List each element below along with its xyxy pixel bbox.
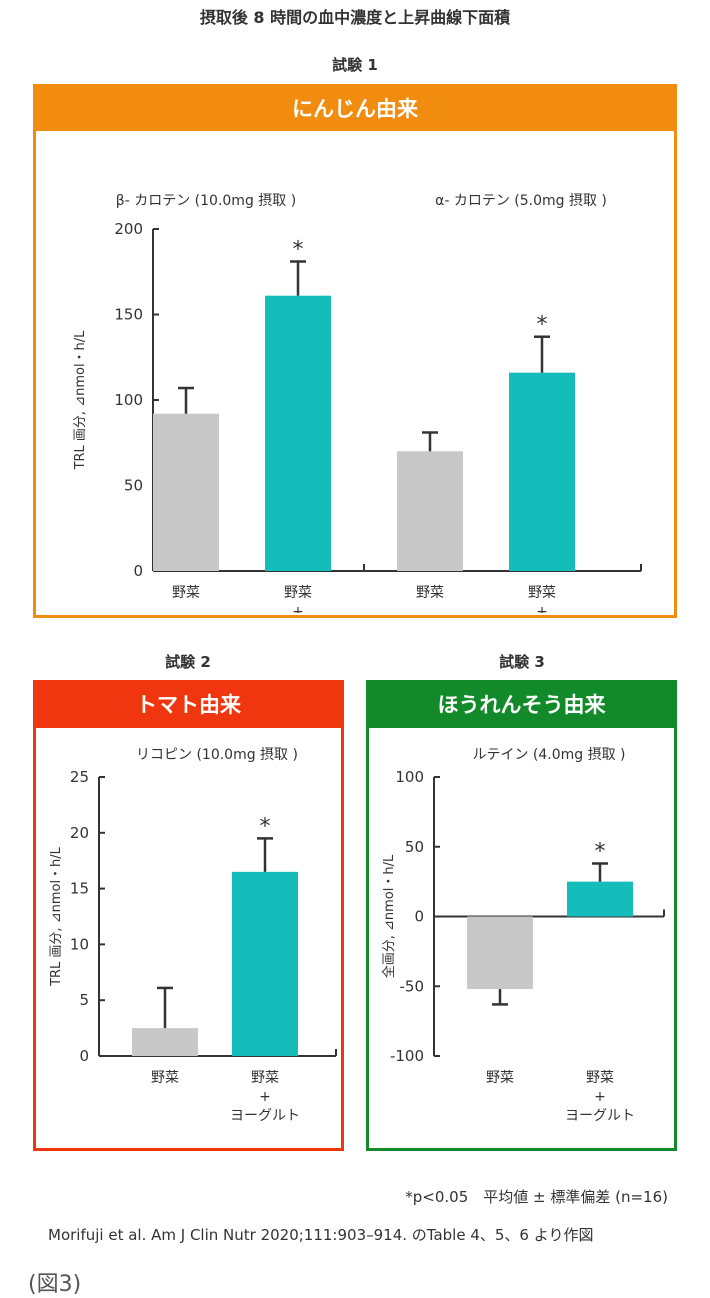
y-tick-label: 0 xyxy=(414,908,424,926)
y-tick-label: 50 xyxy=(124,477,143,495)
group-title: β- カロテン (10.0mg 摂取 ) xyxy=(116,193,296,209)
y-tick-label: 150 xyxy=(114,306,143,324)
y-tick-label: 10 xyxy=(70,935,89,953)
footnote: *p<0.05 平均値 ± 標準偏差 (n=16) xyxy=(405,1188,668,1206)
y-tick-label: 5 xyxy=(79,991,89,1009)
bar xyxy=(509,372,575,571)
y-tick-label: 200 xyxy=(114,220,143,238)
bar xyxy=(467,916,533,990)
spinach-panel-header: ほうれんそう由来 xyxy=(369,683,674,728)
y-tick-label: -50 xyxy=(400,977,425,995)
bar xyxy=(132,1028,198,1056)
y-tick-label: 0 xyxy=(79,1047,89,1065)
group-title: ルテイン (4.0mg 摂取 ) xyxy=(472,747,625,763)
x-category-label: 野菜 xyxy=(284,585,312,601)
x-category-label: 野菜 xyxy=(251,1070,279,1086)
y-tick-label: -100 xyxy=(390,1047,424,1065)
carrot-panel: にんじん由来 β- カロテン (10.0mg 摂取 ) α- カロテン (5.0m… xyxy=(33,84,677,618)
y-tick-label: 50 xyxy=(405,838,424,856)
x-category-label: 野菜 xyxy=(486,1070,514,1086)
y-tick-label: 20 xyxy=(70,824,89,842)
significance-marker: * xyxy=(260,814,271,839)
significance-marker: * xyxy=(537,313,548,338)
y-tick-label: 100 xyxy=(114,391,143,409)
x-category-label: + xyxy=(536,604,548,613)
y-tick-label: 15 xyxy=(70,880,89,898)
y-tick-label: 0 xyxy=(133,562,143,580)
trial-1-label: 試験 1 xyxy=(332,56,378,74)
x-category-label: + xyxy=(292,604,304,613)
x-category-label: 野菜 xyxy=(172,585,200,601)
y-axis-label: TRL 画分, ⊿nmol・h/L xyxy=(49,846,64,987)
x-category-label: 野菜 xyxy=(416,585,444,601)
figure-label: (図3) xyxy=(28,1272,82,1297)
x-category-label: 野菜 xyxy=(151,1070,179,1086)
spinach-chart: ルテイン (4.0mg 摂取 ) -100 -50 0 50 100 全画分, ⊿nmol・… xyxy=(381,747,665,1124)
x-category-label: + xyxy=(594,1089,606,1105)
tomato-panel-header: トマト由来 xyxy=(36,683,341,728)
source-citation: Morifuji et al. Am J Clin Nutr 2020;111:… xyxy=(48,1226,594,1244)
y-tick-label: 25 xyxy=(70,768,89,786)
bar xyxy=(153,413,219,571)
tomato-panel: トマト由来 リコピン (10.0mg 摂取 ) 0 5 10 15 20 25 TRL 画分,… xyxy=(33,680,344,1151)
x-category-label: 野菜 xyxy=(586,1070,614,1086)
carrot-chart: β- カロテン (10.0mg 摂取 ) α- カロテン (5.0mg 摂取 ) 0… xyxy=(73,193,642,613)
bar xyxy=(265,295,331,571)
spinach-panel: ほうれんそう由来 ルテイン (4.0mg 摂取 ) -100 -50 0 50 100 全画… xyxy=(366,680,677,1151)
y-tick-label: 100 xyxy=(395,768,424,786)
x-category-label: ヨーグルト xyxy=(230,1108,300,1124)
bar xyxy=(397,451,463,571)
x-category-label: + xyxy=(259,1089,271,1105)
carrot-panel-header: にんじん由来 xyxy=(36,87,674,131)
x-category-label: 野菜 xyxy=(528,585,556,601)
bar xyxy=(567,881,633,917)
significance-marker: * xyxy=(595,839,606,864)
significance-marker: * xyxy=(293,237,304,262)
group-title: リコピン (10.0mg 摂取 ) xyxy=(136,747,298,763)
x-category-label: ヨーグルト xyxy=(565,1108,635,1124)
page-title: 摂取後 8 時間の血中濃度と上昇曲線下面積 xyxy=(199,8,511,27)
trial-2-label: 試験 2 xyxy=(165,653,211,671)
y-axis-label: TRL 画分, ⊿nmol・h/L xyxy=(73,330,88,471)
y-axis-label: 全画分, ⊿nmol・h/L xyxy=(381,854,397,978)
tomato-chart: リコピン (10.0mg 摂取 ) 0 5 10 15 20 25 TRL 画分, ⊿nmol… xyxy=(49,747,337,1124)
trial-3-label: 試験 3 xyxy=(499,653,545,671)
group-title: α- カロテン (5.0mg 摂取 ) xyxy=(435,193,607,209)
bar xyxy=(232,871,298,1056)
